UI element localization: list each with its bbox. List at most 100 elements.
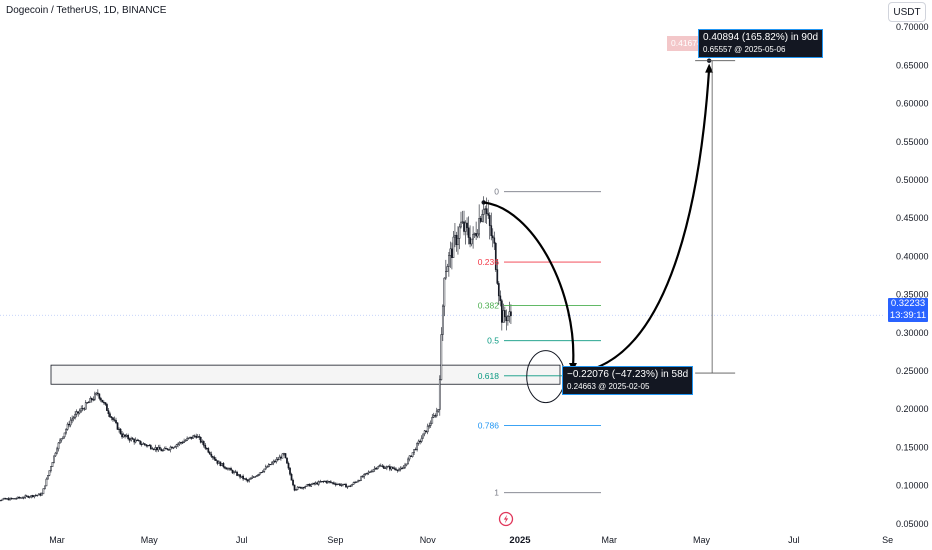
candle-body [178, 442, 181, 445]
y-tick-label: 0.35000 [896, 290, 929, 300]
candle [286, 457, 288, 464]
candle [339, 483, 341, 487]
rise-arc[interactable] [574, 68, 711, 375]
candle [445, 259, 447, 280]
candle [151, 446, 154, 450]
currency-button[interactable]: USDT [888, 2, 926, 22]
candle-body [261, 471, 264, 473]
candle-body [106, 404, 108, 411]
support-zone[interactable] [50, 364, 561, 385]
candle [219, 461, 222, 467]
candle-body [305, 484, 308, 487]
rise-measure-label[interactable]: 0.40894 (165.82%) in 90d 0.65557 @ 2025-… [698, 29, 824, 58]
fibonacci-retracement[interactable]: 0 0.236 0.382 0.5 0.618 0.786 1 [478, 187, 601, 498]
candle [457, 226, 459, 255]
candle [319, 479, 322, 483]
candle [364, 473, 367, 476]
drop-arc[interactable] [483, 201, 575, 368]
candle-body [487, 213, 490, 216]
projection-drawing[interactable] [481, 58, 736, 404]
candle-body [115, 420, 117, 424]
candle-body [340, 484, 343, 486]
candle-body [54, 452, 57, 457]
x-tick-label: Jul [236, 535, 248, 545]
candle-body [398, 469, 400, 471]
candle-body [429, 422, 432, 426]
candle-body [195, 435, 198, 438]
candle-body [128, 438, 131, 441]
candle [426, 423, 429, 435]
candle-body [15, 498, 17, 500]
candle-body [460, 221, 462, 228]
candle-body [314, 482, 317, 485]
candle [178, 441, 181, 447]
candle [122, 432, 125, 438]
candle [434, 413, 437, 418]
candle [422, 433, 425, 439]
candle-body [504, 310, 506, 318]
candle [10, 497, 13, 500]
candle-body [419, 440, 421, 442]
candle-body [146, 445, 149, 447]
candle [396, 469, 399, 473]
candle-body [334, 483, 337, 485]
candle-body [98, 393, 101, 399]
support-zone-rect[interactable] [50, 364, 561, 385]
candle [221, 463, 223, 466]
candle-body [168, 449, 170, 451]
candle-body [370, 471, 373, 473]
candle [63, 432, 66, 439]
candle-body [133, 439, 136, 443]
candle [274, 459, 276, 464]
candle-body [48, 470, 51, 476]
candle-body [172, 447, 175, 449]
candle-body [44, 485, 46, 489]
candle [467, 216, 470, 245]
candle [162, 449, 164, 452]
candle [18, 496, 21, 500]
candle [30, 494, 33, 499]
candle [308, 483, 311, 487]
candle-body [34, 495, 37, 497]
candle-body [490, 225, 493, 237]
candle-body [16, 496, 19, 499]
candle [473, 232, 476, 239]
candle-body [301, 486, 303, 489]
candle-body [475, 233, 477, 237]
candle-body [130, 437, 132, 441]
candle [77, 411, 80, 417]
candle [1, 498, 4, 501]
candle [470, 238, 473, 247]
candle [334, 482, 337, 487]
candle-body [87, 401, 90, 404]
candle [196, 434, 199, 438]
candle-body [116, 422, 119, 430]
candle [248, 477, 251, 483]
candle [375, 467, 378, 470]
candle-body [199, 436, 202, 443]
candle-body [476, 233, 479, 237]
candle-body [417, 440, 420, 444]
x-axis[interactable]: Mar May Jul Sep Nov 2025 Mar May Jul Se [49, 535, 893, 546]
y-tick-label: 0.50000 [896, 175, 929, 185]
candle-body [12, 498, 14, 500]
candle-body [187, 437, 190, 439]
candle [479, 216, 482, 224]
candle [92, 396, 95, 402]
drop-measure-label[interactable]: −0.22076 (−47.23%) in 58d 0.24663 @ 2025… [562, 366, 694, 395]
candle-body [92, 399, 95, 401]
candle [137, 439, 140, 442]
y-axis[interactable]: 0.70000 0.65000 0.60000 0.55000 0.50000 0.450… [896, 22, 929, 529]
candle-body [118, 428, 120, 430]
candle [496, 259, 499, 285]
candle-body [316, 482, 319, 485]
candle-body [4, 498, 7, 500]
candle [160, 447, 163, 452]
candle-body [408, 455, 411, 460]
candle [50, 466, 52, 473]
candle [330, 480, 332, 484]
candle-body [343, 483, 346, 485]
candle-body [508, 311, 511, 317]
candle-body [25, 495, 28, 497]
